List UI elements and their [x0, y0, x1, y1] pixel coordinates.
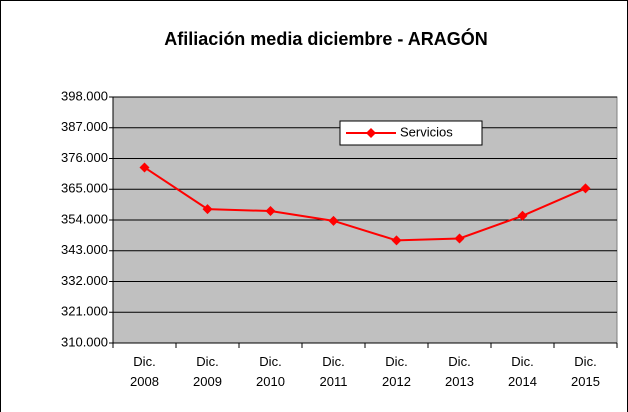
- x-tick-label: Dic. 2011: [320, 354, 348, 389]
- data-point: [391, 235, 402, 246]
- y-tick-label: 332.000: [61, 273, 108, 288]
- data-point: [454, 233, 465, 244]
- y-tick-label: 398.000: [61, 88, 108, 103]
- x-tick-label: Dic. 2010: [256, 354, 285, 389]
- y-tick-label: 354.000: [61, 211, 108, 226]
- data-point: [265, 206, 276, 217]
- y-tick-label: 343.000: [61, 242, 108, 257]
- x-tick-label: Dic. 2014: [508, 354, 537, 389]
- data-point: [202, 204, 213, 215]
- legend-label: Servicios: [400, 124, 453, 139]
- x-tick-label: Dic. 2015: [571, 354, 600, 389]
- y-tick-label: 376.000: [61, 150, 108, 165]
- chart-title: Afiliación media diciembre - ARAGÓN: [164, 28, 487, 49]
- data-point: [580, 183, 591, 194]
- x-tick-label: Dic. 2009: [193, 354, 222, 389]
- data-point: [139, 162, 150, 173]
- legend-marker: [366, 128, 376, 138]
- data-point: [328, 215, 339, 226]
- x-tick-label: Dic. 2012: [382, 354, 411, 389]
- y-tick-label: 321.000: [61, 304, 108, 319]
- y-tick-label: 387.000: [61, 119, 108, 134]
- series-line: [143, 166, 586, 242]
- x-tick-label: Dic. 2008: [130, 354, 159, 389]
- x-tick-label: Dic. 2013: [445, 354, 474, 389]
- y-tick-label: 310.000: [61, 334, 108, 349]
- data-point: [517, 210, 528, 221]
- y-tick-label: 365.000: [61, 181, 108, 196]
